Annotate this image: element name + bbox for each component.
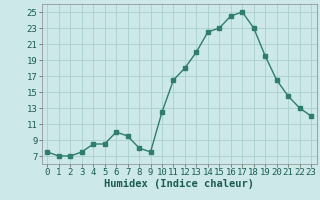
- X-axis label: Humidex (Indice chaleur): Humidex (Indice chaleur): [104, 179, 254, 189]
